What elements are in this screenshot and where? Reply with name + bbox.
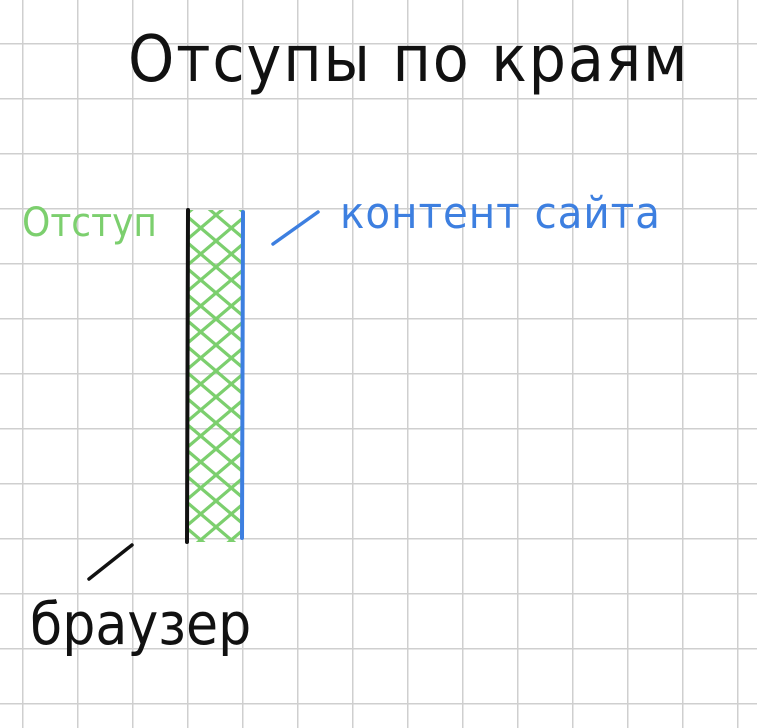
content-edge-line: [240, 210, 245, 540]
hatch-stroke: [189, 450, 243, 500]
diagram-title: Отсупы по краям: [128, 23, 690, 97]
hatch-stroke: [189, 268, 243, 318]
hatch-stroke: [189, 556, 243, 602]
hatch-stroke: [195, 502, 243, 542]
hatch-stroke: [189, 372, 243, 422]
margin-label: Отступ: [22, 200, 157, 246]
hatch-stroke: [189, 424, 243, 474]
browser-edge-line: [185, 208, 190, 544]
browser-pointer-line: [87, 543, 134, 581]
hatch-stroke: [189, 294, 243, 344]
hatch-stroke: [189, 210, 225, 240]
hatch-stroke: [189, 608, 243, 654]
hatch-stroke: [189, 582, 243, 628]
browser-label: браузер: [30, 590, 252, 658]
hatch-stroke: [189, 346, 243, 396]
hatch-stroke: [189, 216, 243, 266]
hatch-stroke: [189, 556, 243, 602]
hatch-stroke: [189, 210, 194, 214]
hatch-stroke: [189, 608, 243, 654]
hatch-stroke: [238, 210, 243, 214]
hatch-stroke: [189, 528, 206, 542]
hatch-stroke: [189, 320, 243, 370]
content-label: контент сайта: [340, 188, 661, 239]
hatch-stroke: [189, 398, 243, 448]
hatch-stroke: [189, 242, 243, 292]
margin-hatch: [189, 140, 243, 654]
hatch-stroke: [189, 140, 243, 186]
hatch-stroke: [189, 582, 243, 628]
content-pointer-line: [271, 210, 320, 246]
hatch-stroke: [226, 528, 243, 542]
hatch-stroke: [189, 476, 243, 526]
hatch-stroke: [189, 140, 243, 186]
